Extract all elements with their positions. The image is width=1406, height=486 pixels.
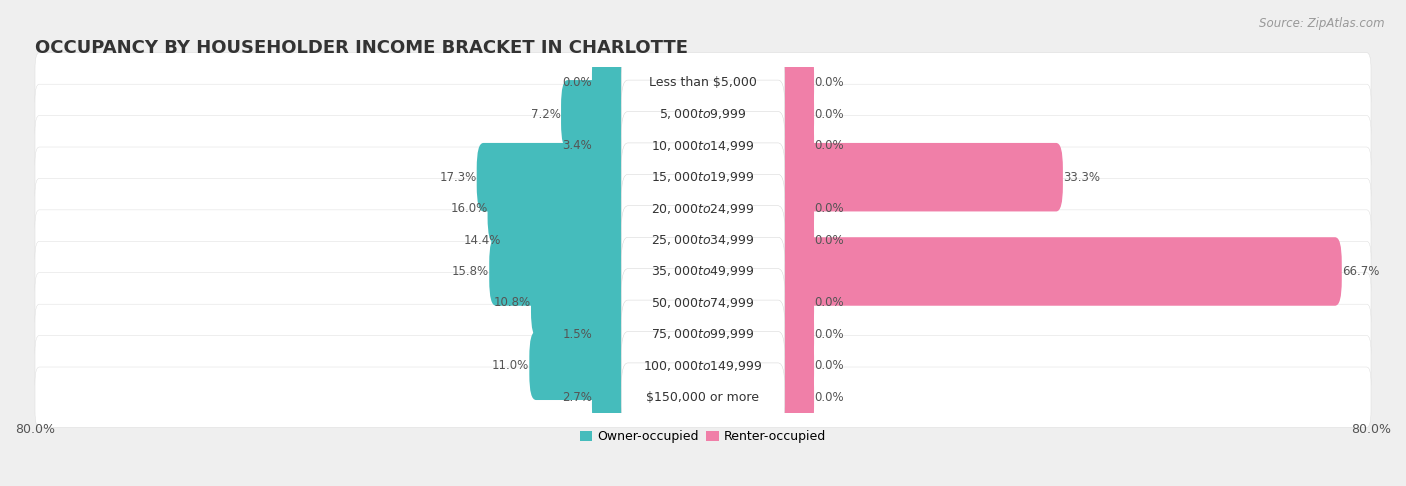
FancyBboxPatch shape [621,300,785,368]
Text: 3.4%: 3.4% [562,139,592,152]
Text: $50,000 to $74,999: $50,000 to $74,999 [651,296,755,310]
FancyBboxPatch shape [772,49,814,117]
Text: 2.7%: 2.7% [562,391,592,404]
Text: 33.3%: 33.3% [1063,171,1099,184]
Legend: Owner-occupied, Renter-occupied: Owner-occupied, Renter-occupied [575,425,831,448]
Text: 10.8%: 10.8% [494,296,531,310]
FancyBboxPatch shape [489,237,634,306]
FancyBboxPatch shape [501,206,634,274]
FancyBboxPatch shape [477,143,634,211]
FancyBboxPatch shape [772,206,814,274]
FancyBboxPatch shape [772,143,1063,211]
FancyBboxPatch shape [772,237,1341,306]
Text: 1.5%: 1.5% [562,328,592,341]
FancyBboxPatch shape [772,300,814,368]
Text: $150,000 or more: $150,000 or more [647,391,759,404]
FancyBboxPatch shape [772,174,814,243]
Text: $20,000 to $24,999: $20,000 to $24,999 [651,202,755,216]
FancyBboxPatch shape [35,273,1371,333]
Text: 0.0%: 0.0% [814,108,844,121]
FancyBboxPatch shape [772,331,814,400]
Text: 0.0%: 0.0% [814,359,844,372]
FancyBboxPatch shape [621,206,785,274]
FancyBboxPatch shape [35,242,1371,302]
FancyBboxPatch shape [529,331,634,400]
Text: 15.8%: 15.8% [453,265,489,278]
FancyBboxPatch shape [592,300,634,368]
Text: $100,000 to $149,999: $100,000 to $149,999 [644,359,762,373]
FancyBboxPatch shape [621,237,785,306]
Text: $15,000 to $19,999: $15,000 to $19,999 [651,170,755,184]
FancyBboxPatch shape [35,84,1371,144]
Text: Source: ZipAtlas.com: Source: ZipAtlas.com [1260,17,1385,30]
FancyBboxPatch shape [772,269,814,337]
FancyBboxPatch shape [35,336,1371,396]
FancyBboxPatch shape [621,49,785,117]
FancyBboxPatch shape [488,174,634,243]
FancyBboxPatch shape [35,53,1371,113]
FancyBboxPatch shape [561,80,634,149]
FancyBboxPatch shape [592,363,634,432]
Text: $35,000 to $49,999: $35,000 to $49,999 [651,264,755,278]
Text: 11.0%: 11.0% [492,359,529,372]
FancyBboxPatch shape [592,111,634,180]
FancyBboxPatch shape [35,304,1371,364]
Text: 0.0%: 0.0% [814,391,844,404]
Text: 0.0%: 0.0% [814,139,844,152]
Text: 0.0%: 0.0% [814,76,844,89]
FancyBboxPatch shape [621,143,785,211]
FancyBboxPatch shape [35,210,1371,270]
FancyBboxPatch shape [621,363,785,432]
Text: 0.0%: 0.0% [562,76,592,89]
Text: 0.0%: 0.0% [814,234,844,246]
FancyBboxPatch shape [621,269,785,337]
Text: 0.0%: 0.0% [814,296,844,310]
Text: 7.2%: 7.2% [531,108,561,121]
Text: 66.7%: 66.7% [1341,265,1379,278]
FancyBboxPatch shape [531,269,634,337]
FancyBboxPatch shape [621,331,785,400]
Text: 0.0%: 0.0% [814,328,844,341]
FancyBboxPatch shape [35,367,1371,427]
FancyBboxPatch shape [621,174,785,243]
Text: OCCUPANCY BY HOUSEHOLDER INCOME BRACKET IN CHARLOTTE: OCCUPANCY BY HOUSEHOLDER INCOME BRACKET … [35,39,688,57]
FancyBboxPatch shape [772,111,814,180]
FancyBboxPatch shape [35,178,1371,239]
Text: $25,000 to $34,999: $25,000 to $34,999 [651,233,755,247]
Text: 17.3%: 17.3% [440,171,477,184]
FancyBboxPatch shape [35,147,1371,208]
FancyBboxPatch shape [621,111,785,180]
FancyBboxPatch shape [621,80,785,149]
Text: $75,000 to $99,999: $75,000 to $99,999 [651,328,755,341]
FancyBboxPatch shape [35,116,1371,176]
Text: $10,000 to $14,999: $10,000 to $14,999 [651,139,755,153]
FancyBboxPatch shape [592,49,634,117]
Text: 16.0%: 16.0% [450,202,488,215]
Text: Less than $5,000: Less than $5,000 [650,76,756,89]
FancyBboxPatch shape [772,80,814,149]
Text: $5,000 to $9,999: $5,000 to $9,999 [659,107,747,122]
Text: 14.4%: 14.4% [464,234,501,246]
Text: 0.0%: 0.0% [814,202,844,215]
FancyBboxPatch shape [772,363,814,432]
